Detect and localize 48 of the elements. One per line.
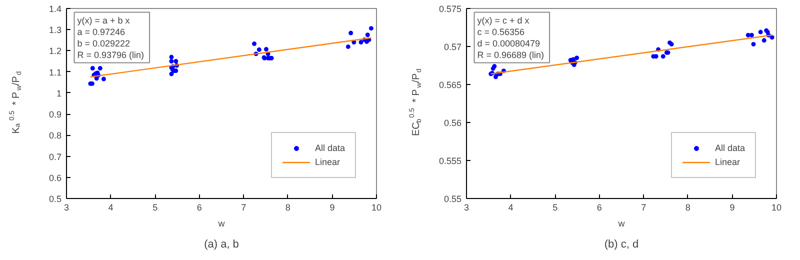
x-tick-label: 8 <box>685 202 690 212</box>
x-tick-label: 7 <box>641 202 646 212</box>
annotation: y(x) = a + b x <box>77 15 130 26</box>
annotation: b = 0.029222 <box>77 38 130 48</box>
y-tick-label: 0.575 <box>438 4 462 14</box>
y-tick-label: 0.7 <box>48 152 62 162</box>
legend-label: Linear <box>314 157 340 167</box>
x-tick-label: 5 <box>552 202 558 212</box>
annotation: c = 0.56356 <box>477 26 525 37</box>
text: (a) a, b <box>204 238 239 250</box>
x-tick-label: 3 <box>64 202 70 212</box>
x-tick-label: 5 <box>152 202 158 212</box>
y-tick-label: 1.4 <box>48 4 62 14</box>
x-tick-label: 9 <box>730 202 735 212</box>
y-tick-label: 0.57 <box>444 42 462 52</box>
y-tick-label: 1.2 <box>48 46 62 56</box>
y-tick-label: 1.1 <box>48 67 62 78</box>
x-tick-label: 10 <box>371 202 382 212</box>
x-tick-label: 9 <box>330 202 335 212</box>
x-tick-label: 6 <box>596 202 602 212</box>
legend-label: All data <box>714 143 745 153</box>
y-tick-label: 0.9 <box>48 110 62 120</box>
legend-label: Linear <box>714 157 740 167</box>
text: (b) c, d <box>604 238 639 250</box>
x-tick-label: 7 <box>241 202 246 212</box>
y-tick-label: 0.5 <box>48 194 62 204</box>
legend-label: All data <box>314 143 345 153</box>
x-axis-title: w <box>217 218 226 228</box>
annotation: y(x) = c + d x <box>477 15 530 26</box>
x-tick-label: 6 <box>196 202 202 212</box>
y-tick-label: 0.55 <box>444 194 462 204</box>
y-tick-label: 0.6 <box>48 172 62 183</box>
x-axis-title: w <box>617 218 626 228</box>
x-tick-label: 8 <box>285 202 290 212</box>
x-tick-label: 3 <box>464 202 470 212</box>
annotation: a = 0.97246 <box>77 26 126 37</box>
annotation: R = 0.93796 (lin) <box>77 50 144 60</box>
y-tick-label: 0.8 <box>48 130 62 141</box>
x-tick-label: 4 <box>508 202 514 212</box>
x-tick-label: 10 <box>771 202 782 212</box>
annotation: d = 0.00080479 <box>477 38 540 48</box>
y-tick-label: 1.3 <box>48 25 62 36</box>
y-tick-label: 0.565 <box>438 80 462 90</box>
y-tick-label: 0.56 <box>444 118 462 128</box>
y-tick-label: 0.555 <box>438 156 462 166</box>
annotation: R = 0.96689 (lin) <box>477 50 544 60</box>
x-tick-label: 4 <box>108 202 114 212</box>
y-tick-label: 1 <box>56 88 62 98</box>
